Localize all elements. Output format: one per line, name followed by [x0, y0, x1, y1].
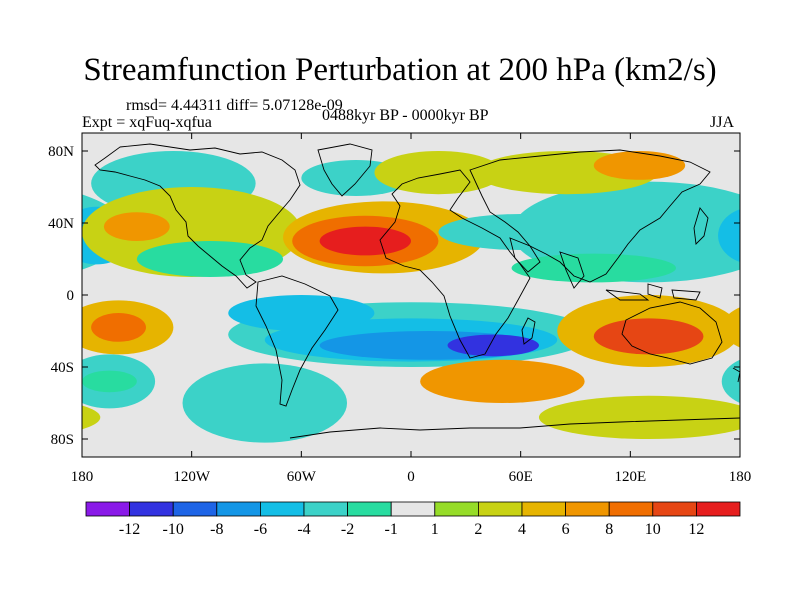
field-patch — [319, 226, 411, 256]
x-tick-label: 180 — [729, 469, 752, 485]
coastline-antarctica — [289, 417, 740, 439]
colorbar-swatch — [696, 501, 741, 517]
colorbar-label: -2 — [341, 521, 354, 538]
y-tick-label: 0 — [67, 288, 75, 304]
colorbar-swatch — [347, 501, 392, 517]
field-patch — [511, 253, 677, 283]
field-patch — [593, 151, 686, 180]
field-patch — [82, 370, 137, 393]
x-tick-label: 60W — [287, 469, 317, 485]
x-tick-label: 180 — [71, 469, 94, 485]
colorbar-swatch — [390, 501, 436, 517]
field-patch — [136, 241, 284, 277]
colorbar-label: -10 — [163, 521, 184, 538]
colorbar-label: -1 — [385, 521, 398, 538]
y-tick-label: 40N — [48, 216, 74, 232]
x-tick-label: 0 — [407, 469, 415, 485]
field-patch — [0, 295, 82, 367]
season-label: JJA — [710, 114, 735, 131]
period-label: 0488kyr BP - 0000kyr BP — [322, 107, 489, 124]
colorbar-label: -4 — [297, 521, 310, 538]
colorbar-label: 4 — [518, 521, 526, 538]
y-tick-label: 40S — [51, 360, 74, 376]
field-patch — [438, 214, 603, 250]
colorbar-label: 2 — [474, 521, 482, 538]
field-patch — [374, 151, 503, 195]
coastline-japan — [693, 207, 709, 245]
latitude-axis: 80N 40N 0 40S 80S — [48, 144, 740, 448]
colorbar-label: 12 — [688, 521, 704, 538]
field-patch — [538, 395, 740, 439]
colorbar-swatch — [172, 501, 218, 517]
field-patch — [447, 334, 539, 357]
longitude-axis: 180 120W 60W 0 60E 120E 180 — [71, 133, 752, 485]
y-tick-label: 80N — [48, 144, 74, 160]
colorbar-label: 10 — [645, 521, 661, 538]
colorbar-label: -6 — [254, 521, 267, 538]
colorbar-swatch — [259, 501, 305, 517]
colorbar-label: -8 — [210, 521, 223, 538]
map-title: Streamfunction Perturbation at 200 hPa (… — [83, 52, 717, 88]
field-patch — [182, 363, 348, 443]
field-patch — [593, 318, 704, 355]
coastline-south-america — [255, 275, 339, 407]
field-patch — [91, 313, 146, 342]
streamfunction-field — [0, 151, 740, 443]
coastlines — [94, 143, 740, 439]
colorbar-label: 1 — [431, 521, 439, 538]
coastline-new-zealand — [732, 367, 740, 383]
field-patch — [228, 295, 375, 331]
coastline-indonesia — [605, 283, 701, 301]
field-patch — [82, 405, 101, 430]
x-tick-label: 60E — [509, 469, 533, 485]
coastline-greenland — [317, 143, 373, 197]
experiment-label: Expt = xqFuq-xqfua — [82, 114, 212, 131]
coastline-asia — [469, 149, 711, 283]
x-tick-label: 120W — [173, 469, 211, 485]
colorbar-label: 6 — [562, 521, 570, 538]
colorbar-label: 8 — [605, 521, 613, 538]
colorbar-swatch — [608, 501, 654, 517]
colorbar-swatch — [85, 501, 130, 517]
colorbar: -12 -10 -8 -6 -4 -2 -1 1 2 4 6 8 10 12 — [85, 501, 741, 538]
colorbar-swatch — [216, 501, 261, 517]
coastline-north-america — [94, 143, 301, 289]
colorbar-swatch — [434, 501, 479, 517]
y-tick-label: 80S — [51, 432, 74, 448]
colorbar-label: -12 — [119, 521, 140, 538]
coastline-madagascar — [521, 317, 536, 345]
colorbar-swatch — [129, 501, 174, 517]
field-patch — [103, 212, 170, 242]
field-patch — [721, 359, 740, 403]
x-tick-label: 120E — [614, 469, 646, 485]
coastline-australia — [621, 301, 723, 365]
coastline-arabia-india — [509, 237, 585, 289]
field-patch — [420, 359, 585, 403]
colorbar-swatch — [521, 501, 566, 517]
colorbar-swatch — [303, 501, 348, 517]
colorbar-swatch — [652, 501, 697, 517]
colorbar-swatch — [477, 501, 523, 517]
stats-label: rmsd= 4.44311 diff= 5.07128e-09 — [126, 97, 343, 114]
colorbar-swatch — [565, 501, 610, 517]
field-patch — [718, 209, 740, 262]
